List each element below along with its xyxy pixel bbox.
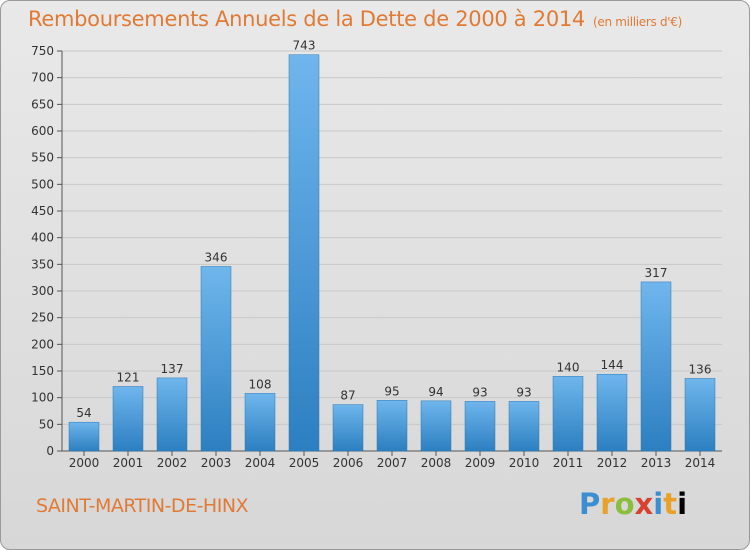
x-tick-label: 2005 — [289, 456, 320, 470]
proxiti-logo: Proxiti — [579, 487, 687, 521]
bar — [464, 401, 496, 452]
chart-unit: (en milliers d'€) — [593, 15, 683, 29]
y-tick-label: 650 — [31, 97, 54, 111]
chart-title-text: Remboursements Annuels de la Dette de 20… — [28, 7, 585, 31]
bar — [640, 281, 672, 452]
y-tick-label: 550 — [31, 151, 54, 165]
bar-value-label: 346 — [205, 250, 228, 264]
bar — [156, 377, 188, 452]
bar-value-label: 144 — [601, 358, 624, 372]
bar — [332, 404, 364, 452]
bar-value-label: 93 — [516, 385, 531, 399]
bar-value-label: 121 — [117, 370, 140, 384]
y-tick-label: 100 — [31, 391, 54, 405]
bar-value-label: 94 — [428, 385, 443, 399]
y-tick-label: 450 — [31, 204, 54, 218]
bar-value-label: 137 — [161, 362, 184, 376]
y-tick-label: 750 — [31, 44, 54, 58]
logo-letter: r — [600, 487, 615, 521]
logo-letter: i — [677, 487, 688, 521]
x-tick-label: 2011 — [553, 456, 584, 470]
y-tick-label: 150 — [31, 364, 54, 378]
logo-letter: i — [653, 487, 664, 521]
bar-value-label: 136 — [689, 362, 712, 376]
x-tick-label: 2006 — [333, 456, 364, 470]
x-tick-label: 2013 — [641, 456, 672, 470]
logo-letter: t — [663, 487, 678, 521]
bar — [376, 400, 408, 452]
x-tick-label: 2007 — [377, 456, 408, 470]
x-tick-label: 2014 — [685, 456, 716, 470]
commune-name: SAINT-MARTIN-DE-HINX — [36, 495, 249, 517]
x-tick-label: 2010 — [509, 456, 540, 470]
x-tick-label: 2004 — [245, 456, 276, 470]
y-tick-label: 300 — [31, 284, 54, 298]
x-tick-label: 2001 — [113, 456, 144, 470]
y-tick-label: 350 — [31, 257, 54, 271]
bar — [112, 386, 144, 452]
bar — [68, 421, 100, 452]
bar — [508, 401, 540, 452]
x-tick-label: 2000 — [69, 456, 100, 470]
logo-letter: P — [579, 487, 601, 521]
bar-value-label: 140 — [557, 360, 580, 374]
y-tick-label: 250 — [31, 311, 54, 325]
bar — [420, 400, 452, 452]
x-tick-label: 2008 — [421, 456, 452, 470]
bar-value-label: 95 — [384, 384, 399, 398]
bar-value-label: 317 — [645, 266, 668, 280]
bar — [596, 373, 628, 452]
bar — [200, 266, 232, 452]
y-tick-label: 50 — [39, 417, 54, 431]
bar — [552, 376, 584, 452]
bar-value-label: 54 — [76, 406, 91, 420]
y-tick-label: 500 — [31, 177, 54, 191]
bar — [288, 54, 320, 452]
y-tick-label: 400 — [31, 231, 54, 245]
x-tick-label: 2003 — [201, 456, 232, 470]
x-tick-label: 2009 — [465, 456, 496, 470]
chart-title: Remboursements Annuels de la Dette de 20… — [28, 7, 682, 31]
bar-value-label: 108 — [249, 377, 272, 391]
bar-value-label: 87 — [340, 389, 355, 403]
x-tick-label: 2002 — [157, 456, 188, 470]
y-tick-label: 200 — [31, 337, 54, 351]
bar — [244, 393, 276, 452]
y-tick-label: 700 — [31, 71, 54, 85]
bar — [684, 378, 716, 452]
y-tick-label: 600 — [31, 124, 54, 138]
logo-letter: x — [634, 487, 654, 521]
logo-letter: o — [614, 487, 635, 521]
x-tick-label: 2012 — [597, 456, 628, 470]
y-tick-label: 0 — [46, 444, 54, 458]
bar-value-label: 93 — [472, 385, 487, 399]
bar-value-label: 743 — [293, 39, 316, 53]
